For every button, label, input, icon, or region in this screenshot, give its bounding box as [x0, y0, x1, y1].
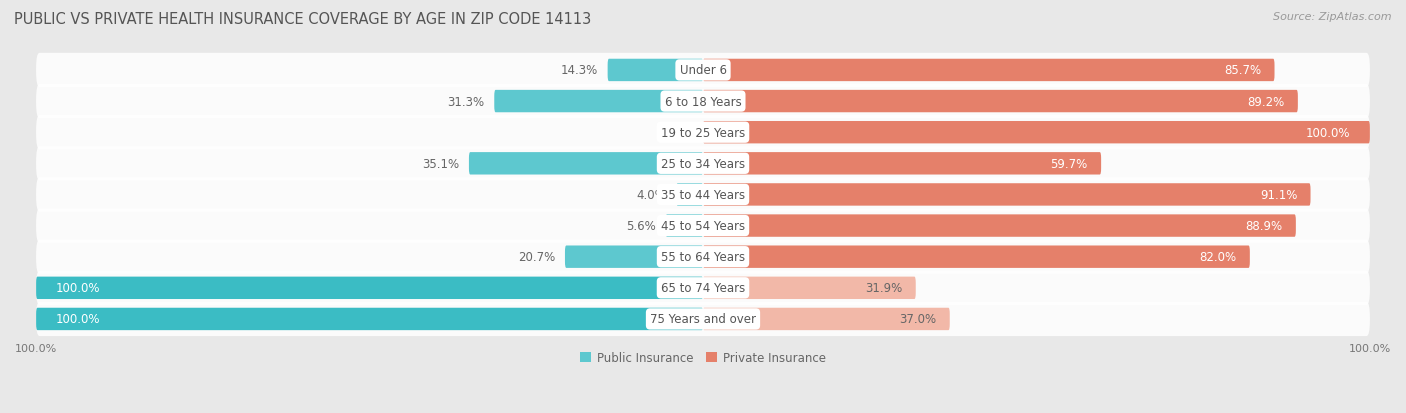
FancyBboxPatch shape	[565, 246, 703, 268]
Text: 4.0%: 4.0%	[637, 188, 666, 202]
Text: 19 to 25 Years: 19 to 25 Years	[661, 126, 745, 139]
FancyBboxPatch shape	[703, 246, 1250, 268]
FancyBboxPatch shape	[703, 122, 1369, 144]
FancyBboxPatch shape	[703, 90, 1298, 113]
Text: 100.0%: 100.0%	[56, 313, 101, 326]
Text: 45 to 54 Years: 45 to 54 Years	[661, 220, 745, 233]
Text: Source: ZipAtlas.com: Source: ZipAtlas.com	[1274, 12, 1392, 22]
FancyBboxPatch shape	[607, 59, 703, 82]
Text: 14.3%: 14.3%	[561, 64, 598, 77]
Text: PUBLIC VS PRIVATE HEALTH INSURANCE COVERAGE BY AGE IN ZIP CODE 14113: PUBLIC VS PRIVATE HEALTH INSURANCE COVER…	[14, 12, 592, 27]
Text: 88.9%: 88.9%	[1246, 220, 1282, 233]
Text: 20.7%: 20.7%	[517, 251, 555, 263]
FancyBboxPatch shape	[37, 147, 1369, 181]
Text: 85.7%: 85.7%	[1225, 64, 1261, 77]
FancyBboxPatch shape	[37, 240, 1369, 274]
Text: 35 to 44 Years: 35 to 44 Years	[661, 188, 745, 202]
FancyBboxPatch shape	[665, 215, 703, 237]
FancyBboxPatch shape	[703, 277, 915, 299]
FancyBboxPatch shape	[703, 308, 949, 330]
FancyBboxPatch shape	[676, 184, 703, 206]
Text: 65 to 74 Years: 65 to 74 Years	[661, 282, 745, 294]
FancyBboxPatch shape	[37, 85, 1369, 119]
FancyBboxPatch shape	[703, 59, 1274, 82]
Text: 6 to 18 Years: 6 to 18 Years	[665, 95, 741, 108]
FancyBboxPatch shape	[37, 302, 1369, 336]
Text: 37.0%: 37.0%	[900, 313, 936, 326]
FancyBboxPatch shape	[37, 178, 1369, 212]
Text: 35.1%: 35.1%	[422, 157, 458, 171]
FancyBboxPatch shape	[37, 308, 703, 330]
Text: 5.6%: 5.6%	[626, 220, 655, 233]
Text: 89.2%: 89.2%	[1247, 95, 1285, 108]
FancyBboxPatch shape	[703, 215, 1296, 237]
Text: 59.7%: 59.7%	[1050, 157, 1088, 171]
Text: 25 to 34 Years: 25 to 34 Years	[661, 157, 745, 171]
Text: 75 Years and over: 75 Years and over	[650, 313, 756, 326]
Text: 0.0%: 0.0%	[659, 126, 690, 139]
Legend: Public Insurance, Private Insurance: Public Insurance, Private Insurance	[575, 347, 831, 369]
FancyBboxPatch shape	[470, 153, 703, 175]
Text: 31.3%: 31.3%	[447, 95, 484, 108]
FancyBboxPatch shape	[37, 54, 1369, 88]
FancyBboxPatch shape	[703, 184, 1310, 206]
FancyBboxPatch shape	[495, 90, 703, 113]
Text: 55 to 64 Years: 55 to 64 Years	[661, 251, 745, 263]
Text: 31.9%: 31.9%	[865, 282, 903, 294]
Text: Under 6: Under 6	[679, 64, 727, 77]
Text: 100.0%: 100.0%	[56, 282, 101, 294]
FancyBboxPatch shape	[37, 209, 1369, 243]
Text: 100.0%: 100.0%	[1305, 126, 1350, 139]
Text: 82.0%: 82.0%	[1199, 251, 1236, 263]
FancyBboxPatch shape	[703, 153, 1101, 175]
FancyBboxPatch shape	[37, 116, 1369, 150]
FancyBboxPatch shape	[37, 271, 1369, 305]
FancyBboxPatch shape	[37, 277, 703, 299]
Text: 91.1%: 91.1%	[1260, 188, 1298, 202]
